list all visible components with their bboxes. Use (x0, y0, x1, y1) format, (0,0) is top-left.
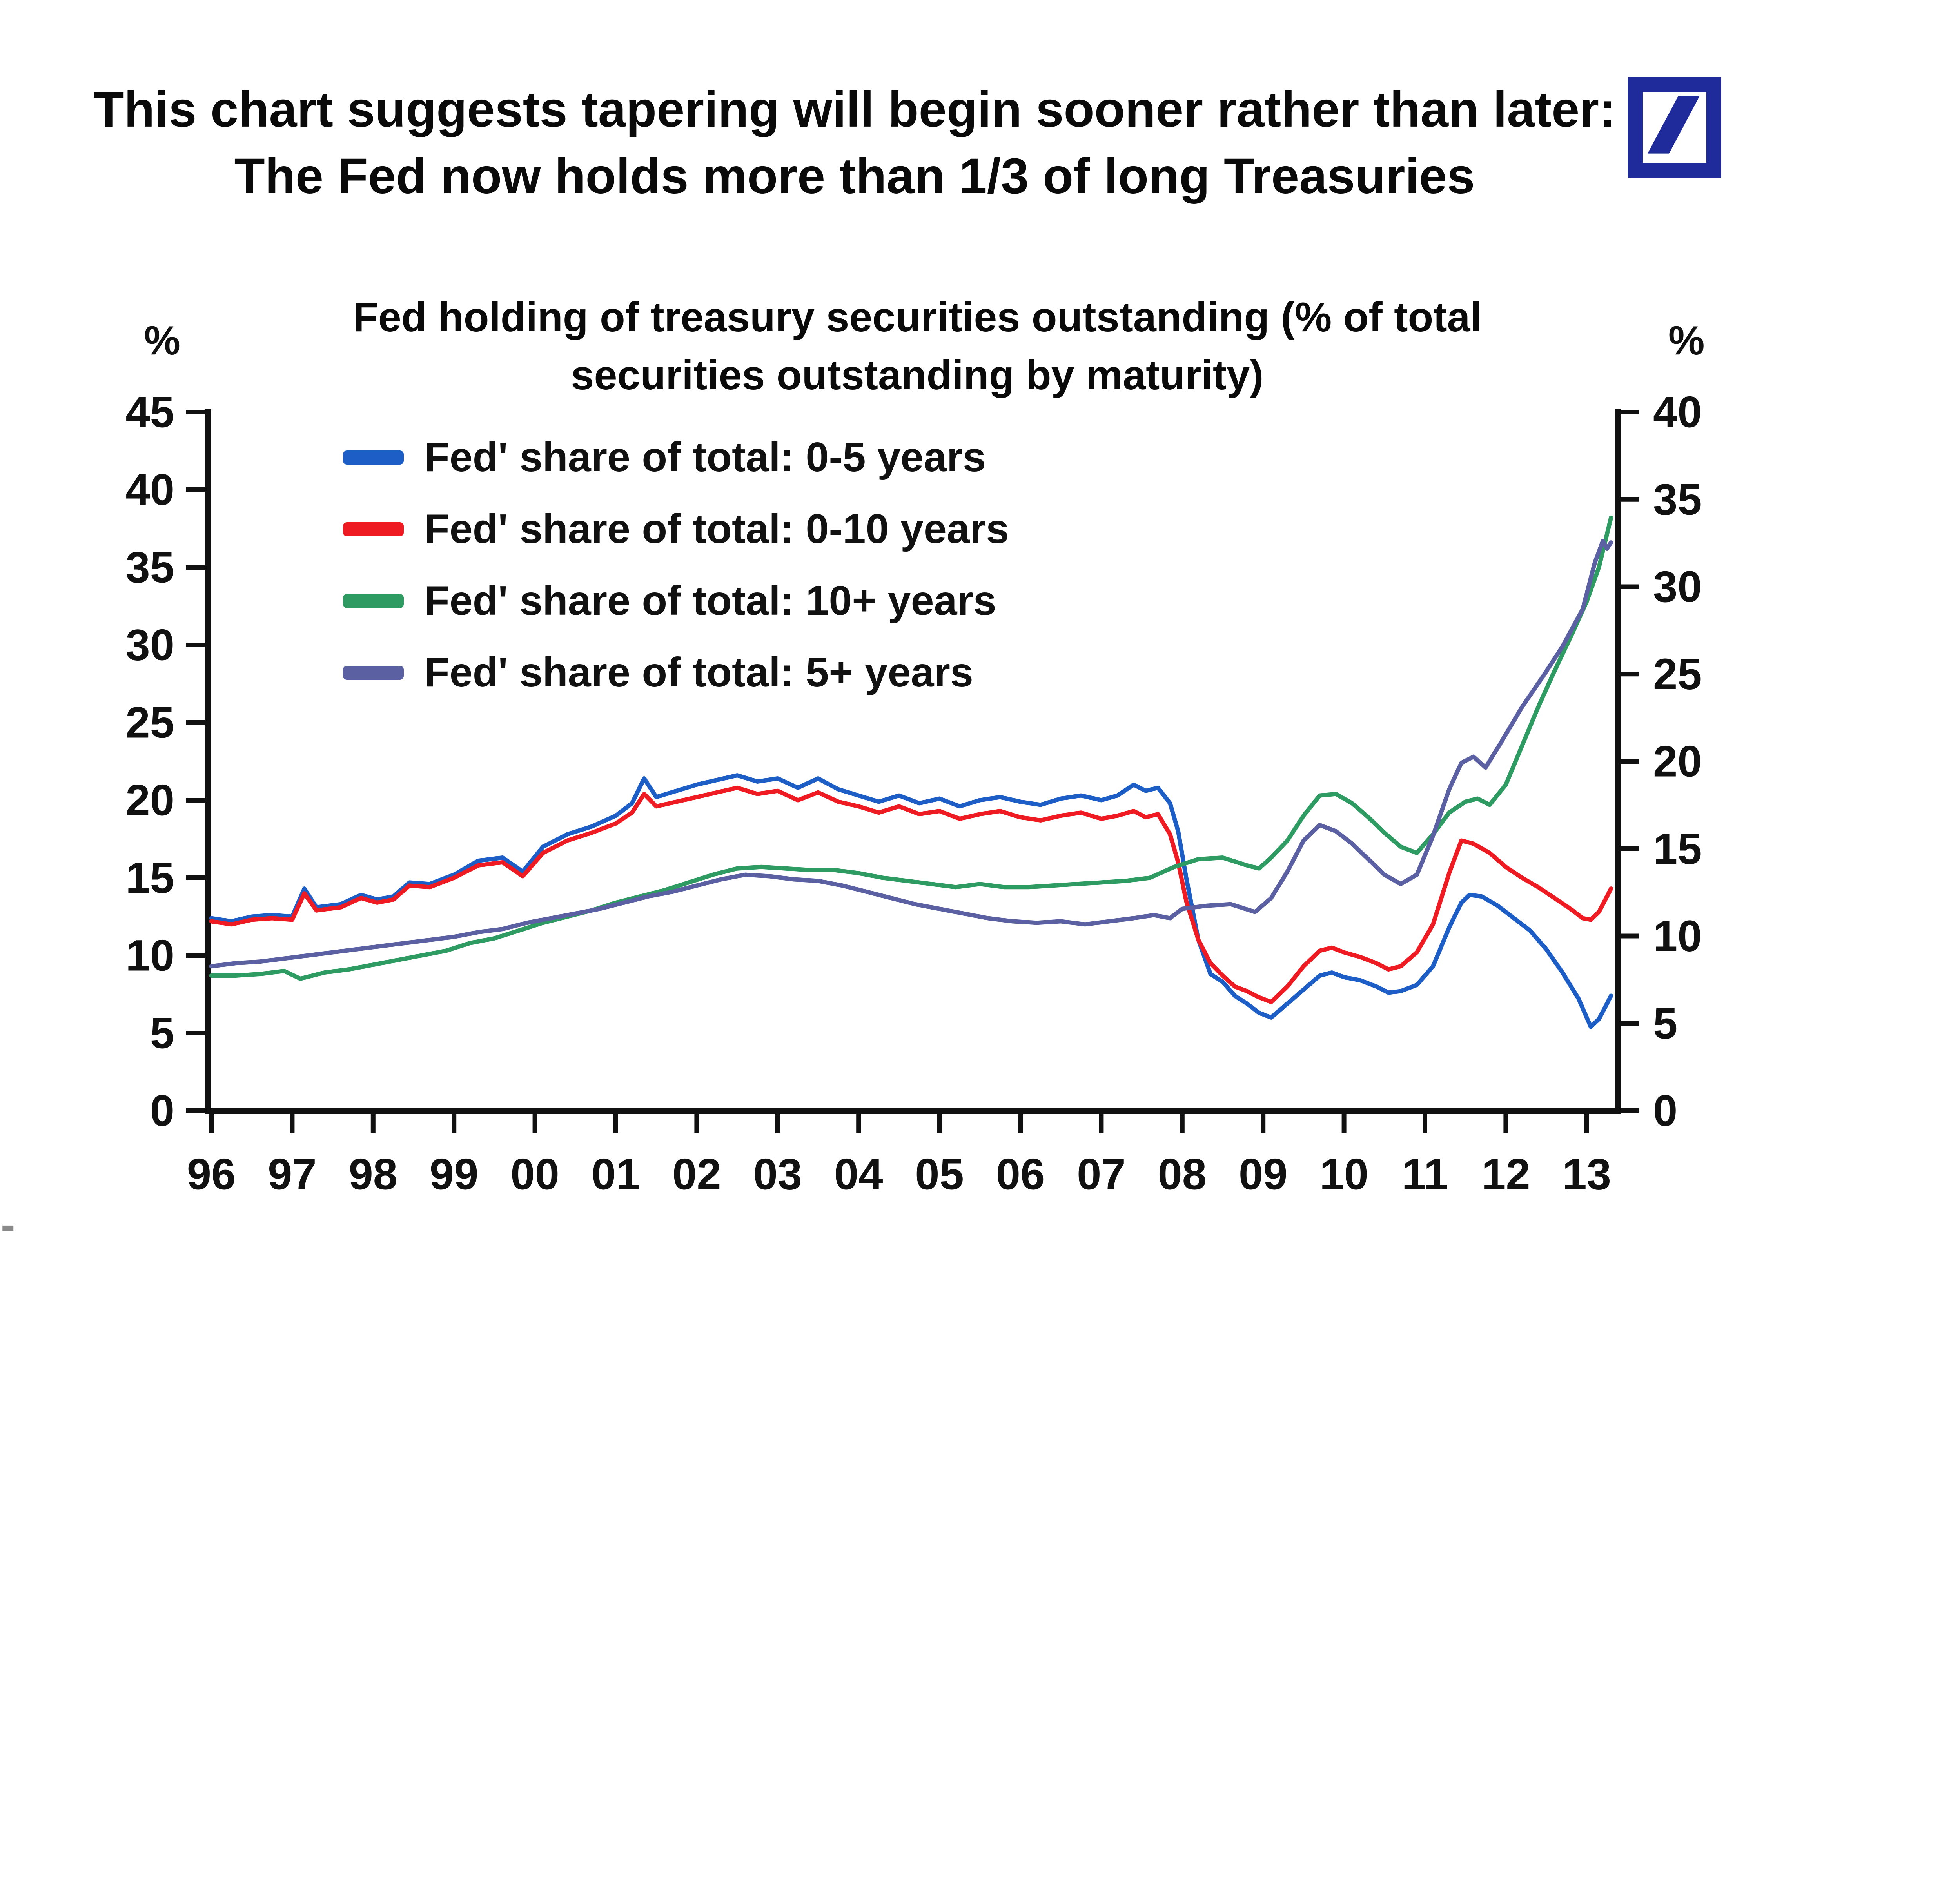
x-axis-year-label: 04 (834, 1150, 883, 1199)
left-axis-tick-label: 35 (125, 543, 174, 592)
x-axis-year-label: 13 (1563, 1150, 1612, 1199)
left-axis-tick-label: 45 (125, 388, 174, 437)
left-axis-tick-label: 30 (125, 621, 174, 670)
x-axis-year-label: 07 (1077, 1150, 1126, 1199)
right-axis-tick-label: 10 (1653, 912, 1702, 961)
legend-label-0-10-years: Fed' share of total: 0-10 years (424, 506, 1009, 552)
legend-item-0-10-years: Fed' share of total: 0-10 years (343, 493, 1009, 565)
page-title: This chart suggests tapering will begin … (59, 76, 1650, 210)
right-axis-tick-label: 30 (1653, 562, 1702, 611)
series-line-0-5-years (209, 773, 1613, 1029)
left-axis-tick-label: 40 (125, 465, 174, 514)
right-axis-tick-label: 25 (1653, 650, 1702, 699)
left-axis-tick-label: 20 (125, 776, 174, 825)
x-axis-year-label: 03 (753, 1150, 802, 1199)
chart-legend: Fed' share of total: 0-5 years Fed' shar… (343, 421, 1009, 708)
legend-swatch-5-plus-years (343, 665, 404, 680)
footnote-dash: - (1, 1200, 15, 1249)
page-title-line2: The Fed now holds more than 1/3 of long … (234, 148, 1475, 205)
page-title-line1: This chart suggests tapering will begin … (93, 82, 1616, 138)
right-axis-tick-label: 35 (1653, 475, 1702, 524)
legend-label-10-plus-years: Fed' share of total: 10+ years (424, 577, 996, 624)
x-axis-year-label: 97 (268, 1150, 317, 1199)
chart-title-line2: securities outstanding by maturity) (571, 352, 1264, 399)
x-axis-year-label: 09 (1239, 1150, 1288, 1199)
series-line-0-10-years (209, 785, 1613, 1004)
chart-title-line1: Fed holding of treasury securities outst… (353, 294, 1482, 340)
left-axis-tick-label: 0 (150, 1086, 174, 1135)
legend-item-10-plus-years: Fed' share of total: 10+ years (343, 565, 1009, 637)
series-line-5-plus-years (209, 539, 1613, 969)
left-axis-unit-label: % (144, 318, 180, 363)
left-axis-tick-label: 15 (125, 854, 174, 903)
x-axis-year-label: 05 (915, 1150, 964, 1199)
x-axis-year-label: 12 (1481, 1150, 1530, 1199)
chart-title: Fed holding of treasury securities outst… (243, 288, 1592, 405)
x-axis-year-label: 96 (187, 1150, 236, 1199)
x-axis-year-label: 98 (349, 1150, 398, 1199)
left-axis-tick-label: 10 (125, 931, 174, 980)
x-axis-year-label: 10 (1319, 1150, 1368, 1199)
left-axis-tick-label: 5 (150, 1009, 174, 1058)
legend-item-0-5-years: Fed' share of total: 0-5 years (343, 421, 1009, 493)
x-axis-year-label: 11 (1402, 1150, 1448, 1199)
right-axis-tick-label: 5 (1653, 999, 1677, 1048)
right-axis-tick-label: 0 (1653, 1086, 1677, 1135)
left-axis-tick-label: 25 (125, 698, 174, 747)
deutsche-bank-logo-icon (1628, 77, 1721, 178)
x-axis-year-label: 08 (1158, 1150, 1207, 1199)
x-axis-year-label: 02 (672, 1150, 721, 1199)
series-line-10-plus-years (209, 515, 1613, 981)
legend-item-5-plus-years: Fed' share of total: 5+ years (343, 637, 1009, 708)
legend-label-0-5-years: Fed' share of total: 0-5 years (424, 434, 986, 480)
x-axis-year-label: 06 (996, 1150, 1045, 1199)
right-axis-tick-label: 15 (1653, 824, 1702, 873)
right-axis-unit-label: % (1668, 318, 1705, 363)
legend-swatch-0-10-years (343, 522, 404, 536)
right-axis-tick-label: 20 (1653, 737, 1702, 786)
x-axis-year-label: 01 (592, 1150, 641, 1199)
legend-swatch-10-plus-years (343, 594, 404, 608)
x-axis-year-label: 99 (430, 1150, 479, 1199)
legend-swatch-0-5-years (343, 450, 404, 465)
x-axis-year-label: 00 (510, 1150, 559, 1199)
right-axis-tick-label: 40 (1653, 388, 1702, 437)
legend-label-5-plus-years: Fed' share of total: 5+ years (424, 649, 973, 696)
